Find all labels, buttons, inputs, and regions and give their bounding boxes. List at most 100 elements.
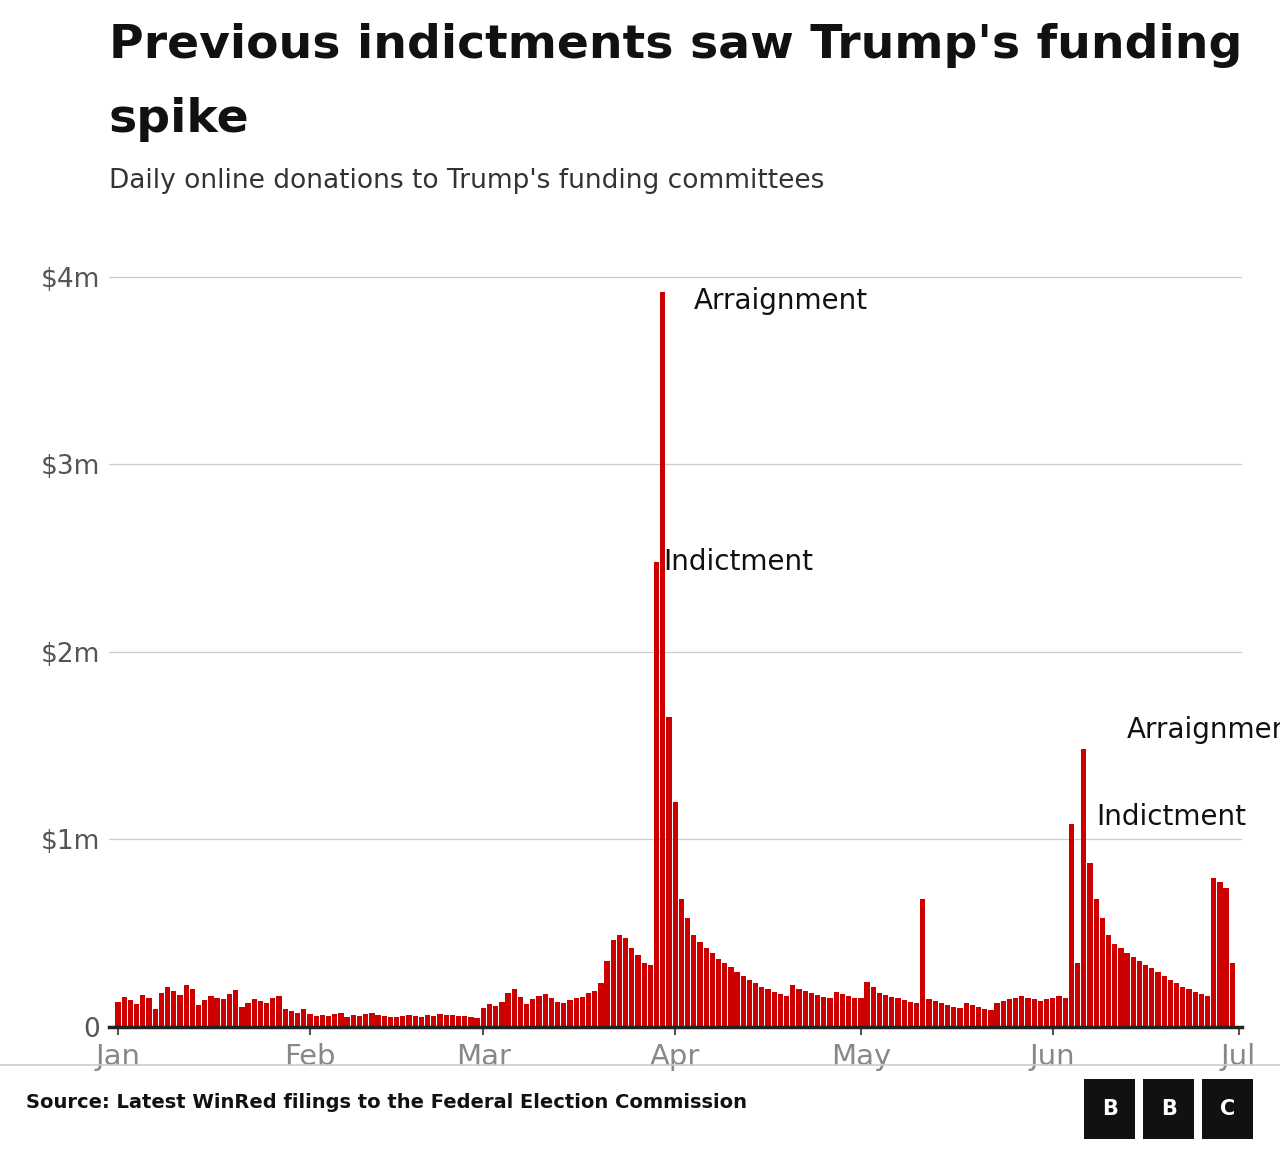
Bar xyxy=(412,1016,417,1027)
Bar xyxy=(183,985,189,1027)
Bar xyxy=(593,991,598,1027)
Bar xyxy=(852,998,858,1027)
Bar xyxy=(1149,969,1155,1027)
Bar xyxy=(561,1003,567,1027)
Bar xyxy=(822,996,827,1027)
Bar xyxy=(617,935,622,1027)
Bar xyxy=(870,987,876,1027)
Bar xyxy=(326,1016,332,1027)
Bar xyxy=(1100,918,1105,1027)
Bar xyxy=(530,1000,535,1027)
Bar xyxy=(220,1000,227,1027)
Bar xyxy=(567,1000,572,1027)
Bar xyxy=(1224,887,1229,1027)
Bar xyxy=(270,998,275,1027)
Bar xyxy=(1124,954,1130,1027)
Bar xyxy=(536,995,541,1027)
Bar xyxy=(1093,899,1098,1027)
Bar xyxy=(549,998,554,1027)
Bar xyxy=(580,996,585,1027)
Bar xyxy=(543,994,548,1027)
Bar xyxy=(896,999,901,1027)
Bar xyxy=(189,989,195,1027)
Text: C: C xyxy=(1220,1099,1235,1119)
Bar xyxy=(938,1003,945,1027)
Bar xyxy=(611,941,616,1027)
Bar xyxy=(141,995,146,1027)
Bar xyxy=(1130,957,1135,1027)
Bar xyxy=(215,998,220,1027)
Bar xyxy=(672,802,678,1027)
Bar xyxy=(1007,1000,1012,1027)
Bar xyxy=(1156,972,1161,1027)
Bar xyxy=(735,972,740,1027)
Bar xyxy=(152,1009,157,1027)
Bar xyxy=(1230,963,1235,1027)
Bar xyxy=(320,1015,325,1027)
Bar xyxy=(970,1005,975,1027)
Bar xyxy=(518,996,524,1027)
Bar xyxy=(1044,1000,1050,1027)
Bar xyxy=(406,1015,412,1027)
Bar xyxy=(722,963,727,1027)
Bar xyxy=(827,999,832,1027)
Bar xyxy=(369,1014,375,1027)
Bar xyxy=(289,1010,294,1027)
Bar xyxy=(1204,995,1210,1027)
Bar xyxy=(877,993,882,1027)
Bar xyxy=(202,1000,207,1027)
Bar xyxy=(165,987,170,1027)
Bar xyxy=(796,989,801,1027)
Bar xyxy=(128,1000,133,1027)
Bar xyxy=(667,717,672,1027)
Bar xyxy=(1038,1001,1043,1027)
Text: Arraignment: Arraignment xyxy=(694,287,868,316)
Bar xyxy=(1062,998,1068,1027)
Bar xyxy=(1082,749,1087,1027)
Bar xyxy=(462,1016,467,1027)
Bar xyxy=(307,1014,312,1027)
Bar xyxy=(1217,883,1222,1027)
Bar xyxy=(456,1016,461,1027)
Bar xyxy=(790,985,795,1027)
Bar xyxy=(1180,987,1185,1027)
Bar xyxy=(927,1000,932,1027)
Bar xyxy=(840,994,845,1027)
Bar xyxy=(685,918,690,1027)
Bar xyxy=(257,1001,264,1027)
Bar xyxy=(1211,878,1216,1027)
Bar xyxy=(233,989,238,1027)
Bar xyxy=(704,948,709,1027)
Bar xyxy=(598,984,604,1027)
Bar xyxy=(933,1001,938,1027)
Bar xyxy=(159,993,164,1027)
Bar xyxy=(1019,995,1024,1027)
Bar xyxy=(772,992,777,1027)
Bar xyxy=(753,984,758,1027)
Bar xyxy=(883,995,888,1027)
Bar xyxy=(524,1005,529,1027)
Bar xyxy=(209,995,214,1027)
Bar xyxy=(172,991,177,1027)
Bar xyxy=(654,561,659,1027)
Bar xyxy=(728,966,733,1027)
Bar xyxy=(431,1016,436,1027)
Text: Indictment: Indictment xyxy=(663,548,813,575)
Bar xyxy=(425,1015,430,1027)
Bar xyxy=(401,1016,406,1027)
Bar xyxy=(512,989,517,1027)
Bar xyxy=(506,993,511,1027)
Bar xyxy=(1050,998,1056,1027)
Bar xyxy=(294,1013,301,1027)
Text: Source: Latest WinRed filings to the Federal Election Commission: Source: Latest WinRed filings to the Fed… xyxy=(26,1093,746,1111)
Bar xyxy=(573,999,579,1027)
Text: Arraignment: Arraignment xyxy=(1128,717,1280,745)
Bar xyxy=(765,989,771,1027)
Bar xyxy=(957,1008,963,1027)
Bar xyxy=(641,963,646,1027)
Bar xyxy=(351,1015,356,1027)
Bar xyxy=(134,1005,140,1027)
Bar xyxy=(375,1015,380,1027)
Bar xyxy=(357,1016,362,1027)
Bar xyxy=(890,996,895,1027)
